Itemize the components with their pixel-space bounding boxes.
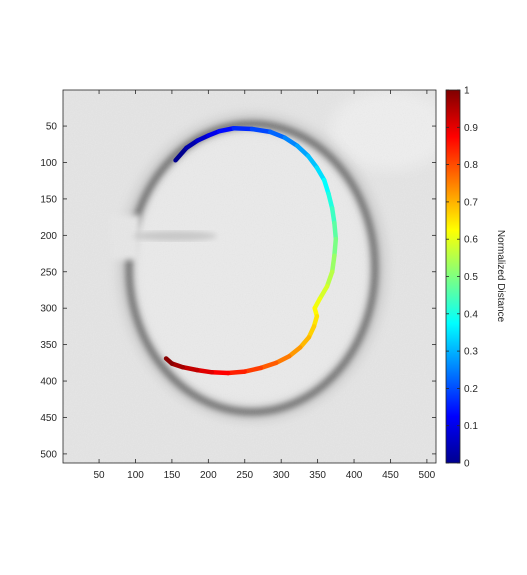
colorbar-axis: 0 0.1 0.2 0.3 0.4 0.5 0.6 0.7 0.8 0.9 1: [446, 86, 478, 470]
path-segment: [314, 165, 327, 183]
colorbar-tick-label: 1: [464, 86, 470, 97]
y-tick-label: 450: [40, 413, 57, 424]
path-segment: [173, 145, 189, 163]
path-segment: [225, 369, 248, 376]
path-segment: [332, 236, 339, 258]
colorbar-label: Normalized Distance: [495, 230, 506, 323]
y-tick-label: 200: [40, 231, 57, 242]
path-segment: [268, 129, 288, 140]
x-tick-label: 50: [93, 470, 105, 481]
path-segment: [321, 177, 331, 197]
y-tick-label: 100: [40, 158, 57, 169]
colorbar-tick-label: 0: [464, 459, 470, 470]
distance-path: [163, 125, 339, 376]
colorbar-tick-label: 0.8: [464, 160, 478, 171]
y-tick-label: 500: [40, 449, 57, 460]
path-segment: [329, 206, 337, 226]
path-segment: [286, 345, 303, 359]
y-tick-label: 250: [40, 267, 57, 278]
path-segment: [231, 125, 255, 132]
colorbar-tick-label: 0.1: [464, 421, 478, 432]
path-segment: [217, 125, 237, 134]
path-segment: [258, 360, 279, 371]
microscopy-image: [63, 90, 436, 463]
colorbar: [446, 90, 460, 463]
path-segment: [326, 191, 335, 211]
path-segment: [163, 356, 175, 366]
x-tick-label: 250: [236, 470, 253, 481]
path-segment: [242, 365, 264, 374]
path-segment: [273, 354, 292, 366]
x-tick-label: 100: [127, 470, 144, 481]
x-tick-label: 150: [164, 470, 181, 481]
colorbar-tick-label: 0.3: [464, 347, 478, 358]
path-segment: [324, 269, 335, 289]
x-tick-label: 400: [346, 470, 363, 481]
path-segment: [305, 153, 320, 170]
path-segment: [317, 284, 330, 301]
colorbar-tick-label: 0.7: [464, 197, 478, 208]
path-segment: [329, 253, 337, 275]
y-tick-label: 50: [46, 122, 58, 133]
x-tick-label: 350: [309, 470, 326, 481]
y-axis: 50 100 150 200 250 300 350 400 450 500: [40, 122, 436, 460]
x-tick-label: 500: [419, 470, 436, 481]
path-segment: [209, 370, 231, 376]
colorbar-tick-label: 0.5: [464, 272, 478, 283]
y-tick-label: 350: [40, 340, 57, 351]
x-tick-label: 300: [273, 470, 290, 481]
x-tick-label: 200: [200, 470, 217, 481]
colorbar-tick-label: 0.4: [464, 309, 478, 320]
x-axis: 50 100 150 200 250 300 350 400 450 500: [93, 90, 436, 481]
colorbar-tick-label: 0.2: [464, 384, 478, 395]
x-tick-label: 450: [382, 470, 399, 481]
colorbar-tick-label: 0.6: [464, 235, 478, 246]
axes-box: [62, 89, 437, 464]
path-segment: [249, 126, 273, 135]
path-segment: [180, 364, 200, 373]
colorbar-tick-label: 0.9: [464, 123, 478, 134]
y-tick-label: 400: [40, 377, 57, 388]
path-segment: [294, 143, 311, 159]
path-segment: [195, 367, 215, 375]
y-tick-label: 300: [40, 304, 57, 315]
path-segment: [282, 135, 300, 148]
path-segment: [332, 220, 339, 242]
y-tick-label: 150: [40, 194, 57, 205]
